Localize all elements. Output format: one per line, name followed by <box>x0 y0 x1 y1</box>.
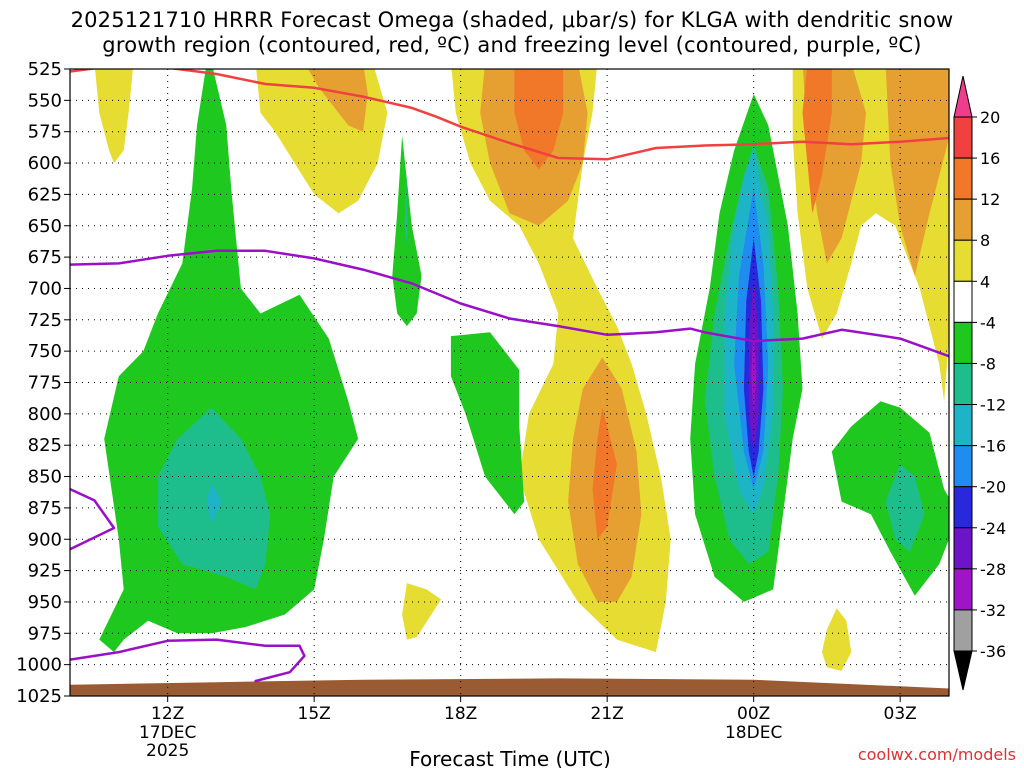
y-tick-label-825: 825 <box>28 435 62 456</box>
y-tick-label-1025: 1025 <box>16 686 62 707</box>
colorbar-swatch-10 <box>953 527 973 570</box>
colorbar-label--12: -12 <box>980 396 1006 415</box>
colorbar-swatch-4 <box>953 280 973 323</box>
contour-freezing-level-low <box>70 638 306 683</box>
contour-dendritic-snow-growth-region <box>70 69 949 161</box>
chart-title-line2: growth region (contoured, red, ºC) and f… <box>102 33 922 57</box>
omega-region-positive-blob-01z <box>822 608 852 671</box>
colorbar-label--8: -8 <box>980 354 996 373</box>
y-tick-label-700: 700 <box>28 278 62 299</box>
colorbar-swatch-5 <box>953 321 973 364</box>
x-tick-date-00Z: 18DEC <box>725 723 782 743</box>
colorbar-label--36: -36 <box>980 642 1006 661</box>
y-tick-label-600: 600 <box>28 153 62 174</box>
colorbar-swatch-3 <box>953 239 973 282</box>
colorbar: 20 16 12 8 4 -4 -8 -12 -16 -20 -24 -28 -32 -36 <box>953 75 1006 691</box>
y-tick-label-975: 975 <box>28 623 62 644</box>
credit-text: coolwx.com/models <box>858 745 1016 764</box>
y-tick-label-1000: 1000 <box>16 655 62 676</box>
colorbar-swatch-9 <box>953 486 973 529</box>
colorbar-swatch-7 <box>953 404 973 447</box>
x-tick-label-15Z: 15Z <box>298 704 331 724</box>
omega-region-negative-blob-03z-inner <box>885 464 925 552</box>
colorbar-swatch-12 <box>953 609 973 652</box>
contour-lines <box>70 69 949 683</box>
y-tick-label-625: 625 <box>28 184 62 205</box>
y-tick-label-850: 850 <box>28 467 62 488</box>
x-tick-label-18Z: 18Z <box>444 704 477 724</box>
y-tick-label-725: 725 <box>28 310 62 331</box>
x-tick-year-12Z: 2025 <box>146 741 189 761</box>
x-tick-date-12Z: 17DEC <box>139 723 196 743</box>
colorbar-bottom-triangle <box>953 650 973 691</box>
colorbar-label--16: -16 <box>980 437 1006 456</box>
colorbar-swatch-1 <box>953 157 973 200</box>
colorbar-label-12: 12 <box>980 190 1000 209</box>
y-tick-label-800: 800 <box>28 404 62 425</box>
contour-freezing-level-aloft <box>70 249 949 358</box>
contour-freezing-level-left-edge <box>70 487 116 551</box>
y-tick-label-775: 775 <box>28 373 62 394</box>
y-tick-label-650: 650 <box>28 216 62 237</box>
y-tick-label-950: 950 <box>28 592 62 613</box>
y-tick-label-550: 550 <box>28 90 62 111</box>
y-tick-label-925: 925 <box>28 561 62 582</box>
colorbar-label-20: 20 <box>980 108 1000 127</box>
y-tick-label-900: 900 <box>28 529 62 550</box>
y-tick-label-750: 750 <box>28 341 62 362</box>
colorbar-swatch-11 <box>953 568 973 611</box>
omega-region-positive-blob-18z <box>402 583 442 640</box>
omega-region-negative-col-13z-core <box>206 482 222 525</box>
colorbar-label--32: -32 <box>980 601 1006 620</box>
omega-region-positive-peak-01z <box>802 69 832 214</box>
terrain-band <box>70 678 949 696</box>
colorbar-swatch-8 <box>953 445 973 488</box>
omega-shading <box>70 69 949 696</box>
colorbar-label-4: 4 <box>980 272 990 291</box>
x-tick-label-03Z: 03Z <box>884 704 917 724</box>
omega-region-positive-core-03z <box>885 69 949 276</box>
omega-region-negative-blob-18z <box>450 332 525 515</box>
colorbar-swatch-0 <box>953 116 973 159</box>
omega-region-negative-col-17z-core <box>404 175 408 245</box>
colorbar-label-8: 8 <box>980 231 990 250</box>
x-tick-label-00Z: 00Z <box>737 704 770 724</box>
y-tick-label-675: 675 <box>28 247 62 268</box>
x-axis-label: Forecast Time (UTC) <box>409 747 611 768</box>
colorbar-label-16: 16 <box>980 149 1000 168</box>
omega-region-positive-peak-21z <box>592 407 617 540</box>
y-tick-label-575: 575 <box>28 122 62 143</box>
colorbar-label--4: -4 <box>980 313 996 332</box>
y-tick-label-525: 525 <box>28 59 62 80</box>
omega-region-positive-core-15z <box>308 69 368 132</box>
colorbar-label--24: -24 <box>980 519 1006 538</box>
colorbar-label--28: -28 <box>980 560 1006 579</box>
colorbar-swatch-2 <box>953 198 973 241</box>
y-axis: 525 550 575 600 625 650 675 700 725 750 775 800 825 8… <box>16 59 70 707</box>
chart-title-line1: 2025121710 HRRR Forecast Omega (shaded, … <box>70 8 954 32</box>
x-tick-label-21Z: 21Z <box>591 704 624 724</box>
omega-region-positive-peak-19z <box>514 69 564 170</box>
x-tick-label-12Z: 12Z <box>151 704 184 724</box>
colorbar-label--20: -20 <box>980 478 1006 497</box>
colorbar-swatch-6 <box>953 362 973 406</box>
colorbar-top-triangle <box>953 75 973 118</box>
omega-region-positive-band-top-left <box>95 69 133 164</box>
y-tick-label-875: 875 <box>28 498 62 519</box>
